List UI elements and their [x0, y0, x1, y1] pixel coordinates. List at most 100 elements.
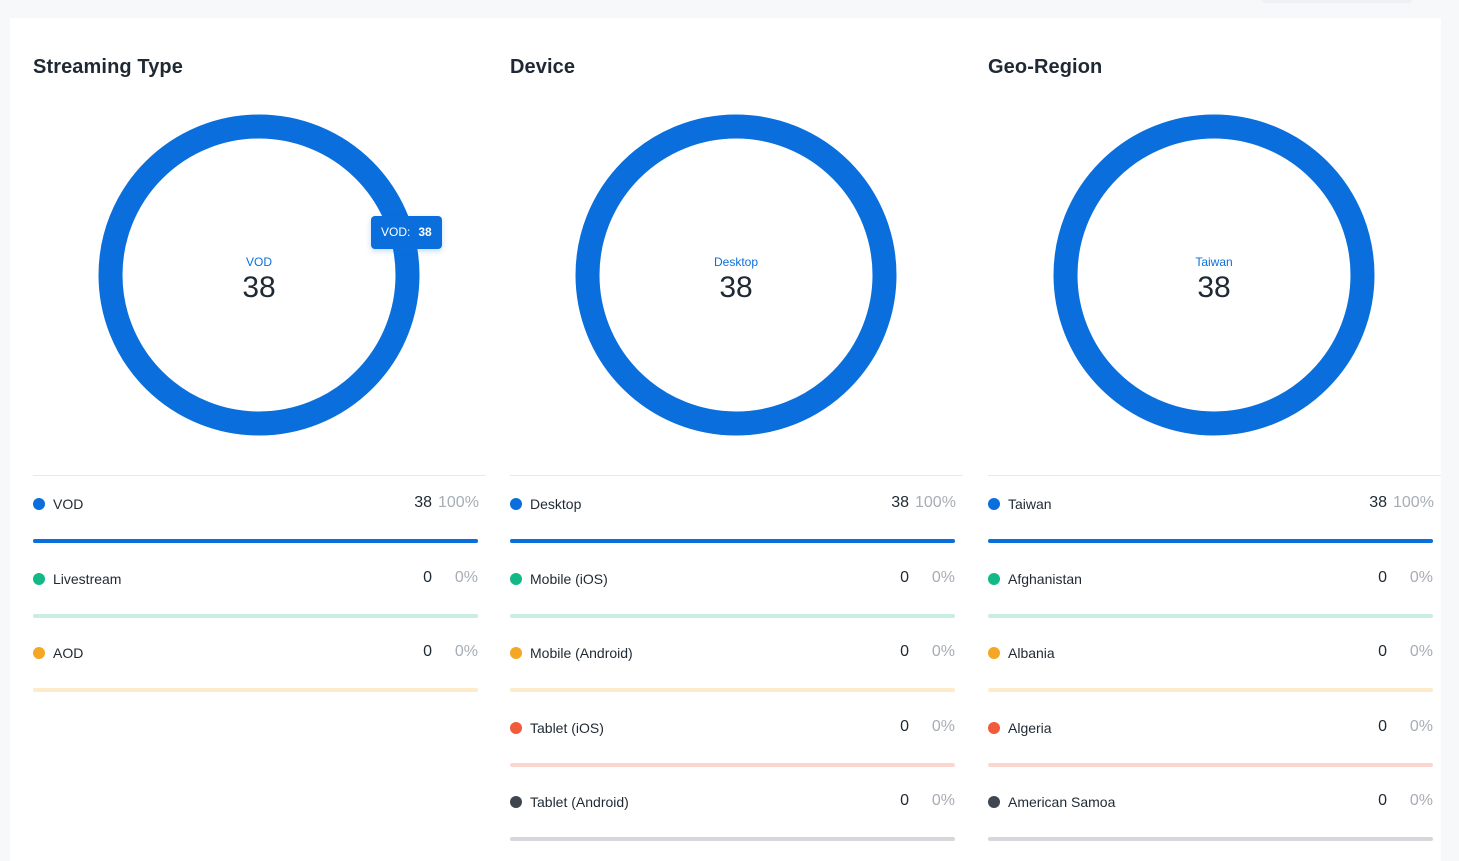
- legend-percent: 0%: [1409, 643, 1433, 661]
- donut-center-value: 38: [1197, 271, 1231, 304]
- legend-progress-track: [988, 613, 1433, 618]
- legend-percent: 0%: [1409, 792, 1433, 810]
- legend-item-algeria[interactable]: Algeria 0 0%: [988, 700, 1433, 775]
- legend-progress-fill: [988, 539, 1433, 543]
- legend-label: American Samoa: [1008, 794, 1116, 811]
- legend-progress-track: [33, 613, 478, 618]
- legend-count: 0: [1378, 568, 1387, 586]
- legend-label: Albania: [1008, 645, 1055, 662]
- legend-item-desktop[interactable]: Desktop 38 100%: [510, 476, 956, 551]
- donut-tooltip: VOD: 38: [371, 216, 442, 249]
- legend-percent: 0%: [931, 717, 955, 735]
- donut-svg: [98, 114, 420, 436]
- legend-label: Tablet (Android): [530, 794, 629, 811]
- legend-label: Mobile (iOS): [530, 570, 608, 587]
- legend-progress-fill: [33, 539, 478, 543]
- legend-count: 0: [900, 792, 909, 810]
- donut-chart[interactable]: VOD 38 VOD: 38: [33, 98, 486, 458]
- legend-dot-icon: [33, 498, 45, 510]
- legend-progress-track: [510, 837, 955, 842]
- legend-item-albania[interactable]: Albania 0 0%: [988, 625, 1433, 700]
- legend-count: 38: [891, 494, 909, 511]
- legend-label: VOD: [53, 496, 84, 512]
- legend-dot-icon: [988, 721, 1000, 734]
- analytics-card: Streaming Type VOD 38 VOD: 38 VOD 38 100% Li…: [10, 18, 1441, 861]
- tooltip-value: 38: [418, 225, 432, 239]
- legend-progress-fill: [510, 539, 955, 543]
- legend-percent: 0%: [1409, 717, 1433, 735]
- legend-count: 0: [1378, 717, 1387, 735]
- legend-count: 0: [423, 568, 432, 586]
- legend-divider: [988, 475, 1441, 476]
- legend-progress-track: [988, 837, 1433, 842]
- legend-dot-icon: [988, 572, 1000, 585]
- legend-item-mobile-android[interactable]: Mobile (Android) 0 0%: [510, 625, 955, 700]
- legend-label: Mobile (Android): [530, 645, 633, 662]
- tooltip-label: VOD:: [381, 225, 411, 239]
- legend-count: 0: [1378, 792, 1387, 810]
- streaming-type-panel: Streaming Type VOD 38 VOD: 38 VOD 38 100% Li…: [33, 18, 486, 861]
- legend-progress-track: [33, 688, 478, 693]
- donut-slice-taiwan[interactable]: [1053, 114, 1375, 436]
- legend-dot-icon: [510, 721, 522, 734]
- legend-percent: 0%: [931, 643, 955, 661]
- donut-svg: [575, 114, 897, 436]
- legend-progress-track: [510, 762, 955, 767]
- legend-label: Algeria: [1008, 719, 1052, 736]
- legend-progress-track: [510, 613, 955, 618]
- donut-center-label: VOD: [245, 255, 272, 269]
- legend-label: Afghanistan: [1008, 570, 1082, 587]
- donut-chart[interactable]: Taiwan 38: [988, 98, 1441, 458]
- legend-label: Desktop: [530, 496, 582, 512]
- legend-divider: [510, 475, 963, 476]
- legend-percent: 100%: [1393, 494, 1434, 511]
- legend-label: AOD: [53, 645, 84, 662]
- legend-progress-track: [988, 539, 1433, 543]
- device-panel: Device Desktop 38 Desktop 38 100% Mobile (i…: [510, 18, 963, 861]
- legend-item-aod[interactable]: AOD 0 0%: [33, 625, 478, 700]
- legend-dot-icon: [33, 572, 45, 585]
- legend-dot-icon: [510, 796, 522, 809]
- legend-item-taiwan[interactable]: Taiwan 38 100%: [988, 476, 1434, 551]
- legend-progress-track: [510, 688, 955, 693]
- legend-progress-track: [988, 688, 1433, 693]
- donut-center-label: Taiwan: [1195, 255, 1233, 269]
- donut-slice-vod[interactable]: [98, 114, 420, 436]
- panel-title: Device: [510, 56, 576, 78]
- donut-center-value: 38: [719, 271, 753, 304]
- donut-svg: [1053, 114, 1375, 436]
- legend-list: VOD 38 100% Livestream 0 0% AOD 0 0%: [33, 476, 479, 700]
- legend-divider: [33, 475, 486, 476]
- legend-dot-icon: [510, 498, 522, 510]
- geo-region-panel: Geo-Region Taiwan 38 Taiwan 38 100% Afghani…: [988, 18, 1441, 861]
- donut-slice-desktop[interactable]: [575, 114, 897, 436]
- donut-chart[interactable]: Desktop 38: [510, 98, 963, 458]
- legend-count: 38: [1369, 494, 1387, 511]
- legend-item-livestream[interactable]: Livestream 0 0%: [33, 551, 478, 626]
- legend-count: 0: [423, 643, 432, 661]
- top-toolbar-edge: [1262, 0, 1412, 3]
- legend-item-mobile-ios[interactable]: Mobile (iOS) 0 0%: [510, 551, 955, 626]
- legend-count: 38: [414, 494, 432, 511]
- legend-count: 0: [900, 568, 909, 586]
- legend-list: Desktop 38 100% Mobile (iOS) 0 0% Mobile (Andr…: [510, 476, 956, 849]
- legend-percent: 0%: [931, 792, 955, 810]
- panel-title: Geo-Region: [988, 56, 1103, 78]
- legend-dot-icon: [33, 647, 45, 660]
- legend-count: 0: [900, 643, 909, 661]
- legend-progress-track: [33, 539, 478, 543]
- legend-percent: 0%: [931, 568, 955, 586]
- legend-progress-track: [510, 539, 955, 543]
- legend-percent: 0%: [454, 568, 478, 586]
- legend-item-afghanistan[interactable]: Afghanistan 0 0%: [988, 551, 1433, 626]
- legend-item-tablet-ios[interactable]: Tablet (iOS) 0 0%: [510, 700, 955, 775]
- legend-count: 0: [1378, 643, 1387, 661]
- legend-percent: 0%: [1409, 568, 1433, 586]
- legend-item-vod[interactable]: VOD 38 100%: [33, 476, 479, 551]
- legend-percent: 0%: [454, 643, 478, 661]
- legend-item-tablet-android[interactable]: Tablet (Android) 0 0%: [510, 774, 955, 849]
- legend-label: Taiwan: [1008, 496, 1052, 512]
- legend-count: 0: [900, 717, 909, 735]
- legend-item-american-samoa[interactable]: American Samoa 0 0%: [988, 774, 1433, 849]
- legend-label: Tablet (iOS): [530, 719, 604, 736]
